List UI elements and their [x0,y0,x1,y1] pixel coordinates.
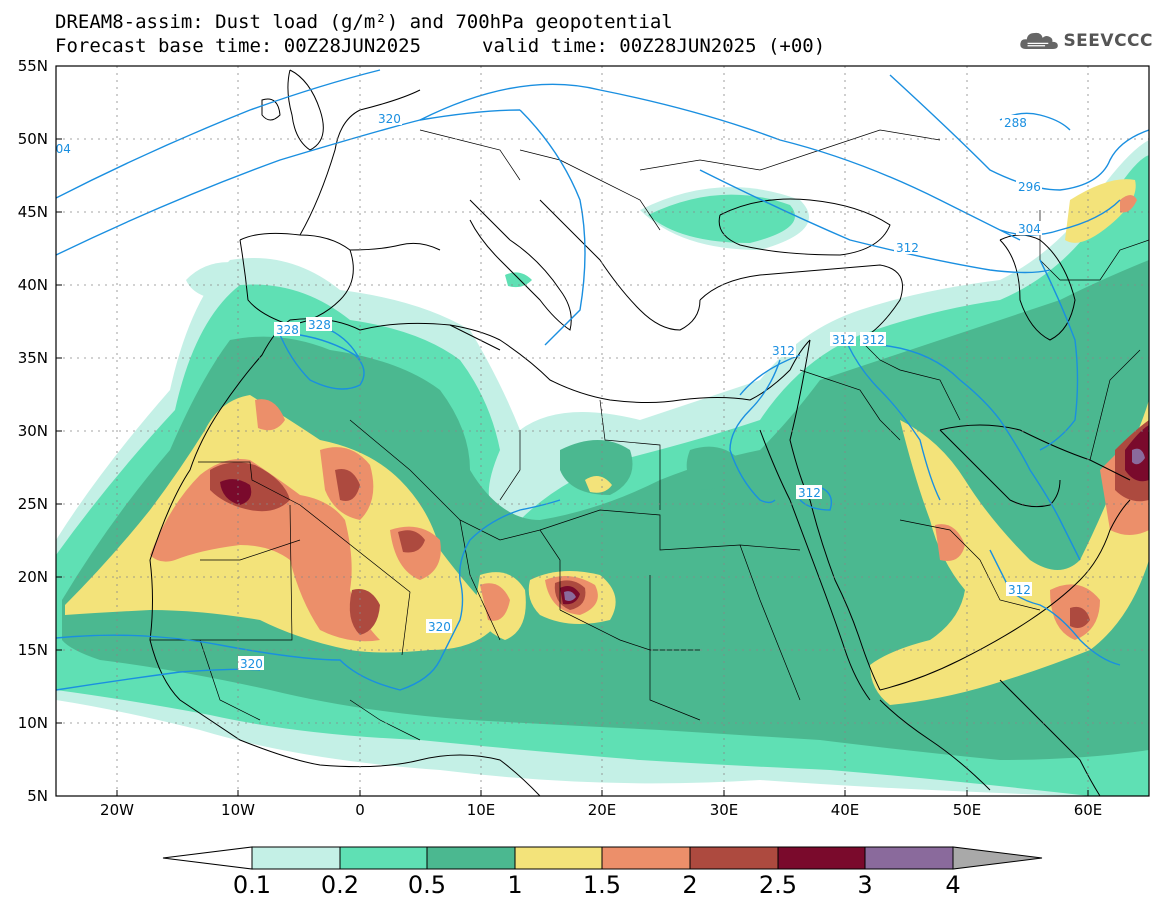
contour-labels: 304 320 288 296 304 312 328 328 312 312 … [48,111,1042,671]
forecast-base-time: Forecast base time: 00Z28JUN2025 [55,35,422,57]
colorbar-label: 1.5 [583,871,621,899]
logo-text: SEEVCCC [1063,31,1153,51]
contour-label: 320 [428,620,451,634]
colorbar-swatch [426,846,516,870]
lat-label: 45N [18,203,48,221]
colorbar [162,846,1043,870]
lon-label: 60E [1074,801,1103,819]
contour-label: 312 [798,486,821,500]
longitude-labels: 20W 10W 0 10E 20E 30E 40E 50E 60E [100,801,1102,819]
colorbar-labels: 0.1 0.2 0.5 1 1.5 2 2.5 3 4 [233,871,961,899]
lat-label: 15N [18,641,48,659]
colorbar-label: 3 [857,871,872,899]
dust-level-3 [564,591,576,601]
colorbar-swatch [251,846,341,870]
lon-label: 50E [953,801,982,819]
lat-label: 40N [18,276,48,294]
coastlines [56,69,1131,796]
lat-label: 30N [18,422,48,440]
lon-label: 20E [588,801,617,819]
latitude-labels: 55N 50N 45N 40N 35N 30N 25N 20N 15N 10N … [18,57,48,805]
colorbar-swatch [689,846,779,870]
colorbar-label: 2.5 [759,871,797,899]
map-gridlines [56,66,1149,796]
contour-label: 304 [48,142,71,156]
dust-level-2.5 [220,479,252,505]
lat-label: 50N [18,130,48,148]
colorbar-swatch [864,846,954,870]
contour-label: 304 [1018,222,1041,236]
lon-label: 30E [710,801,739,819]
contour-label: 320 [378,112,401,126]
lon-label: 10E [467,801,496,819]
colorbar-label: 1 [507,871,522,899]
colorbar-high-arrow [952,846,1043,870]
axis-ticks [56,65,1089,796]
lon-label: 0 [355,801,365,819]
lat-label: 20N [18,568,48,586]
lon-label: 20W [100,801,134,819]
contour-label: 296 [1018,180,1041,194]
colorbar-low-arrow [162,846,253,870]
dust-field [56,140,1149,796]
country-borders [150,129,1149,741]
colorbar-swatch [601,846,691,870]
seevccc-logo: SEEVCCC [1018,26,1153,56]
colorbar-label: 0.2 [321,871,359,899]
lat-label: 25N [18,495,48,513]
colorbar-swatch [339,846,428,870]
contour-label: 312 [896,241,919,255]
map-title: DREAM8-assim: Dust load (g/m²) and 700hP… [55,11,673,33]
colorbar-swatch [514,846,603,870]
lat-label: 10N [18,714,48,732]
contour-label: 312 [772,344,795,358]
colorbar-label: 0.1 [233,871,271,899]
lat-label: 5N [27,787,48,805]
colorbar-label: 2 [682,871,697,899]
contour-label: 288 [1004,116,1027,130]
cloud-logo-icon [1020,32,1058,49]
colorbar-swatch [777,846,866,870]
contour-label: 320 [240,657,263,671]
contour-label: 312 [832,333,855,347]
lat-label: 55N [18,57,48,75]
contour-label: 312 [1008,583,1031,597]
valid-time: valid time: 00Z28JUN2025 (+00) [482,35,826,57]
geopotential-contours [56,69,1149,691]
lat-label: 35N [18,349,48,367]
lon-label: 10W [221,801,255,819]
contour-label: 312 [862,333,885,347]
contour-label: 328 [308,318,331,332]
colorbar-label: 4 [945,871,960,899]
colorbar-label: 0.5 [408,871,446,899]
lon-label: 40E [831,801,860,819]
dust-level-1.5 [150,459,380,642]
contour-label: 328 [276,323,299,337]
